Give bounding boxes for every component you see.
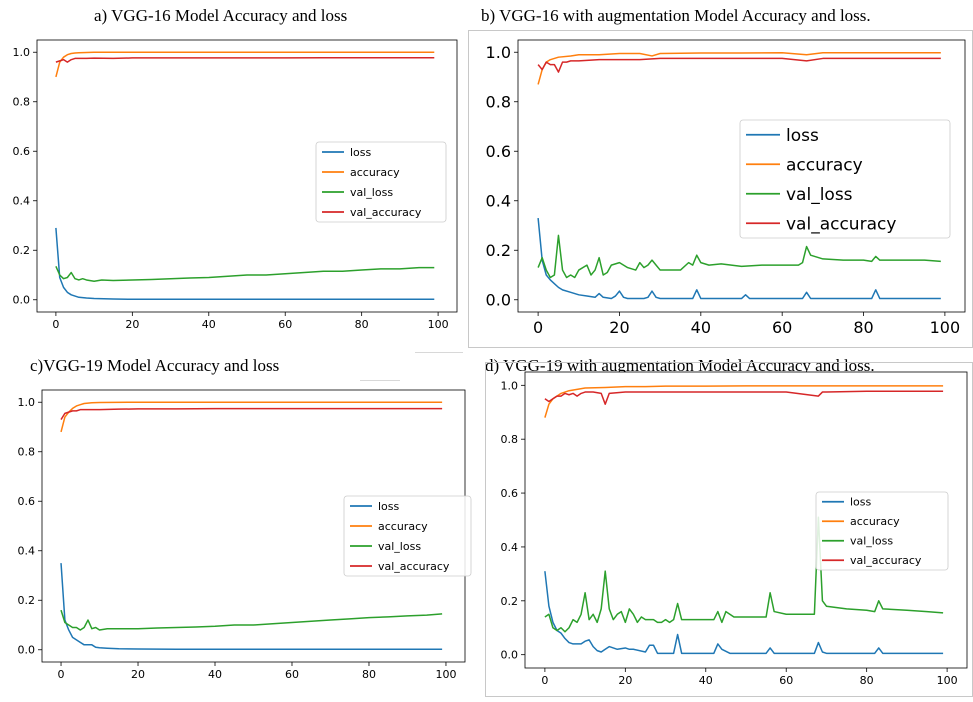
y-tick-label: 1.0 xyxy=(13,46,31,59)
x-tick-label: 40 xyxy=(202,318,216,331)
x-tick-label: 20 xyxy=(618,674,632,687)
x-tick-label: 60 xyxy=(772,318,792,337)
caption-b: b) VGG-16 with augmentation Model Accura… xyxy=(481,6,871,25)
scan-artifact-line xyxy=(415,352,463,353)
series-line-val-loss xyxy=(537,234,941,279)
y-tick-label: 1.0 xyxy=(18,396,36,409)
y-tick-label: 0.2 xyxy=(486,241,511,260)
y-tick-label: 0.4 xyxy=(486,192,511,211)
chart-svg: 0 20 40 60 80 100 0.0 0.2 0.4 0.6 0.8 1.0 loss accura… xyxy=(18,389,472,681)
y-tick-label: 0.6 xyxy=(18,495,36,508)
scan-artifact-line xyxy=(360,380,400,381)
y-tick-label: 0.2 xyxy=(13,244,31,257)
y-tick-label: 0.8 xyxy=(501,433,519,446)
y-tick-label: 0.6 xyxy=(486,142,511,161)
x-tick-label: 60 xyxy=(779,674,793,687)
caption-a: a) VGG-16 Model Accuracy and loss xyxy=(94,6,348,25)
legend-box xyxy=(343,495,472,577)
chart-panel-d: 0 20 40 60 80 100 0.0 0.2 0.4 0.6 0.8 1.0 loss accura… xyxy=(485,362,973,697)
chart-svg: 0 20 40 60 80 100 0.0 0.2 0.4 0.6 0.8 1.0 loss accura… xyxy=(485,362,973,697)
x-tick-label: 40 xyxy=(208,668,222,681)
legend-label: accuracy xyxy=(350,166,400,179)
x-tick-label: 100 xyxy=(930,318,961,337)
series-line-loss xyxy=(60,563,443,651)
series-line-val-loss xyxy=(55,266,435,282)
y-tick-label: 0.2 xyxy=(18,594,36,607)
y-tick-label: 0.4 xyxy=(501,541,519,554)
legend-label: val_accuracy xyxy=(786,214,896,234)
legend-label: val_loss xyxy=(350,186,393,199)
series-line-loss xyxy=(537,218,941,300)
series-line-accuracy xyxy=(537,51,941,85)
chart-panel-a: 0 20 40 60 80 100 0.0 0.2 0.4 0.6 0.8 1.0 loss accura… xyxy=(0,30,465,348)
chart-panel-b: 0 20 40 60 80 100 0.0 0.2 0.4 0.6 0.8 1.0 loss accura… xyxy=(468,30,973,348)
series-line-val-accuracy xyxy=(544,390,944,405)
x-tick-label: 80 xyxy=(355,318,369,331)
legend-label: loss xyxy=(378,500,400,513)
x-tick-label: 80 xyxy=(853,318,873,337)
caption-c: c)VGG-19 Model Accuracy and loss xyxy=(30,356,280,375)
legend-label: accuracy xyxy=(850,515,900,528)
x-tick-label: 0 xyxy=(58,668,65,681)
caption-d: d) VGG-19 with augmentation Model Accura… xyxy=(485,356,875,375)
legend-label: val_accuracy xyxy=(378,560,450,573)
legend-label: loss xyxy=(786,126,819,146)
x-tick-label: 100 xyxy=(435,668,456,681)
legend-label: val_loss xyxy=(850,535,893,548)
y-tick-label: 0.0 xyxy=(486,291,511,310)
x-tick-label: 20 xyxy=(125,318,139,331)
series-line-loss xyxy=(55,227,435,301)
legend: loss accuracy val_loss val_accuracy xyxy=(315,141,447,223)
x-tick-label: 0 xyxy=(533,318,543,337)
x-tick-label: 40 xyxy=(691,318,711,337)
x-tick-label: 20 xyxy=(131,668,145,681)
y-tick-label: 0.0 xyxy=(18,644,36,657)
x-tick-label: 80 xyxy=(362,668,376,681)
legend: loss accuracy val_loss val_accuracy xyxy=(739,119,951,239)
series-line-loss xyxy=(544,571,944,655)
legend-label: loss xyxy=(850,496,872,509)
x-tick-label: 40 xyxy=(699,674,713,687)
legend-box xyxy=(815,491,949,571)
y-tick-label: 1.0 xyxy=(501,379,519,392)
legend-label: accuracy xyxy=(786,155,863,175)
x-tick-label: 60 xyxy=(285,668,299,681)
legend-label: val_accuracy xyxy=(350,206,422,219)
y-tick-label: 0.4 xyxy=(18,545,36,558)
y-tick-label: 1.0 xyxy=(486,43,511,62)
series-line-val-accuracy xyxy=(55,56,435,63)
chart-svg: 0 20 40 60 80 100 0.0 0.2 0.4 0.6 0.8 1.0 loss accura… xyxy=(468,30,973,348)
y-tick-label: 0.8 xyxy=(13,96,31,109)
y-tick-label: 0.8 xyxy=(18,446,36,459)
legend-label: val_loss xyxy=(378,540,421,553)
legend-label: val_loss xyxy=(786,185,853,205)
legend-box xyxy=(315,141,447,223)
legend-box xyxy=(739,119,951,239)
chart-panel-c: 0 20 40 60 80 100 0.0 0.2 0.4 0.6 0.8 1.0 loss accura… xyxy=(0,380,473,697)
series-line-val-accuracy xyxy=(60,407,443,420)
y-tick-label: 0.6 xyxy=(501,487,519,500)
y-tick-label: 0.4 xyxy=(13,195,31,208)
series-line-val-loss xyxy=(60,609,443,631)
y-tick-label: 0.0 xyxy=(13,294,31,307)
y-tick-label: 0.2 xyxy=(501,595,519,608)
chart-svg: 0 20 40 60 80 100 0.0 0.2 0.4 0.6 0.8 1.0 loss accura… xyxy=(13,39,458,331)
legend-label: loss xyxy=(350,146,372,159)
x-tick-label: 0 xyxy=(52,318,59,331)
y-tick-label: 0.0 xyxy=(501,649,519,662)
y-tick-label: 0.6 xyxy=(13,145,31,158)
x-tick-label: 80 xyxy=(860,674,874,687)
x-tick-label: 100 xyxy=(428,318,449,331)
y-tick-label: 0.8 xyxy=(486,93,511,112)
legend-label: val_accuracy xyxy=(850,554,922,567)
legend: loss accuracy val_loss val_accuracy xyxy=(815,491,949,571)
x-tick-label: 60 xyxy=(278,318,292,331)
legend-label: accuracy xyxy=(378,520,428,533)
x-tick-label: 100 xyxy=(937,674,958,687)
x-tick-label: 20 xyxy=(609,318,629,337)
x-tick-label: 0 xyxy=(541,674,548,687)
series-line-accuracy xyxy=(55,51,435,78)
series-line-val-accuracy xyxy=(537,57,941,73)
legend: loss accuracy val_loss val_accuracy xyxy=(343,495,472,577)
